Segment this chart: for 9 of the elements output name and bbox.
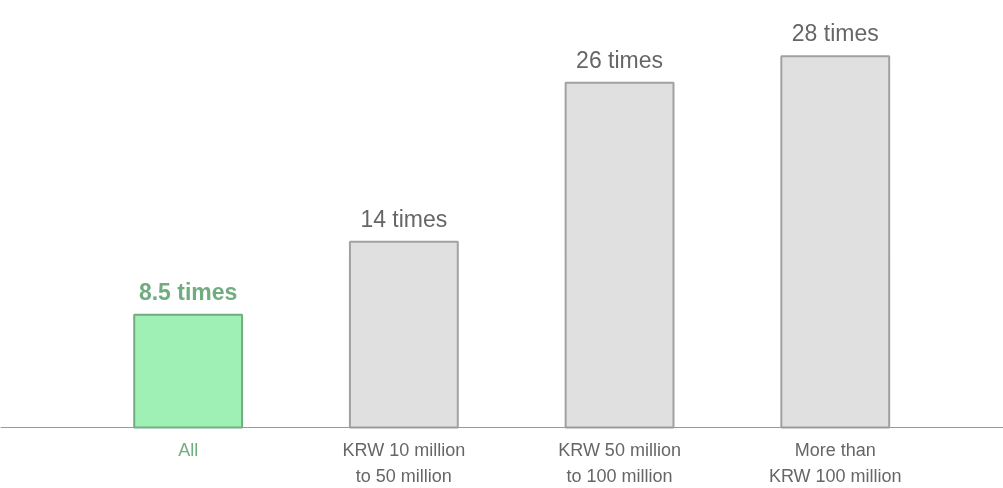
x-tick-label: More than KRW 100 million: [768, 439, 902, 486]
x-tick-label: KRW 10 million to 50 million: [342, 439, 466, 486]
data-label: 14 times: [360, 205, 448, 232]
data-label: 26 times: [576, 46, 664, 73]
x-tick-label: All: [178, 439, 199, 460]
x-tick-label: KRW 50 million to 100 million: [558, 439, 681, 486]
data-label: 28 times: [791, 20, 879, 47]
bar: [133, 313, 244, 429]
data-label: 8.5 times: [138, 278, 238, 305]
